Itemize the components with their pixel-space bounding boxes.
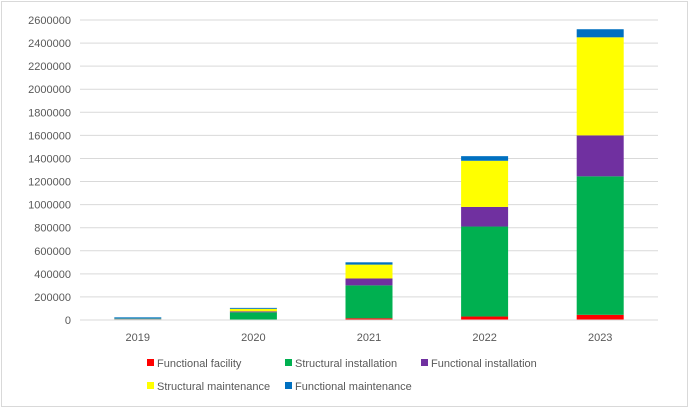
x-tick-label: 2022 — [472, 332, 496, 344]
bar-segment — [345, 318, 393, 320]
legend-swatch — [285, 359, 292, 366]
x-tick-label: 2020 — [241, 332, 265, 344]
y-tick-label: 600000 — [34, 246, 71, 258]
bars — [114, 29, 624, 320]
legend-item: Functional facility — [147, 358, 242, 370]
legend-swatch — [147, 382, 154, 389]
bar-segment — [114, 317, 162, 319]
bar-segment — [576, 29, 624, 38]
y-tick-label: 200000 — [34, 292, 71, 304]
bar-segment — [345, 285, 393, 319]
legend-swatch — [147, 359, 154, 366]
y-tick-label: 0 — [65, 315, 71, 327]
bar-segment — [461, 316, 509, 320]
legend-item: Structural maintenance — [147, 381, 270, 393]
x-axis-ticks: 2019 2020 2021 2022 2023 — [126, 332, 613, 344]
bar-segment — [229, 311, 277, 313]
legend-label: Structural installation — [295, 358, 397, 370]
legend-swatch — [285, 382, 292, 389]
y-tick-label: 800000 — [34, 223, 71, 235]
y-tick-label: 1800000 — [28, 107, 71, 119]
legend-label: Functional maintenance — [295, 381, 412, 393]
legend-label: Functional facility — [157, 358, 242, 370]
bar-segment — [345, 262, 393, 265]
y-tick-label: 2400000 — [28, 38, 71, 50]
legend-swatch — [421, 359, 428, 366]
bar-segment — [345, 278, 393, 286]
bar-segment — [345, 264, 393, 279]
y-tick-label: 1000000 — [28, 200, 71, 212]
bar-segment — [229, 312, 277, 320]
bar-segment — [461, 160, 509, 207]
y-tick-label: 1400000 — [28, 153, 71, 165]
bar-segment — [576, 37, 624, 136]
bar-segment — [576, 314, 624, 320]
legend-label: Structural maintenance — [157, 381, 270, 393]
x-tick-label: 2019 — [126, 332, 150, 344]
x-tick-label: 2021 — [357, 332, 381, 344]
bar-segment — [576, 135, 624, 177]
legend: Functional facility Structural installati… — [147, 358, 537, 393]
legend-item: Functional installation — [421, 358, 537, 370]
legend-label: Functional installation — [431, 358, 537, 370]
x-tick-label: 2023 — [588, 332, 612, 344]
bar-segment — [229, 307, 277, 309]
bar-segment — [461, 206, 509, 227]
y-tick-label: 1200000 — [28, 177, 71, 189]
y-tick-label: 400000 — [34, 269, 71, 281]
gridlines — [80, 19, 658, 298]
legend-item: Functional maintenance — [285, 381, 412, 393]
y-tick-label: 2000000 — [28, 84, 71, 96]
bar-segment — [461, 226, 509, 317]
y-tick-label: 2600000 — [28, 15, 71, 27]
y-axis-ticks: 0 200000 400000 600000 800000 1000000 1200000 1… — [28, 15, 71, 327]
y-tick-label: 1600000 — [28, 130, 71, 142]
y-tick-label: 2200000 — [28, 61, 71, 73]
bar-segment — [576, 176, 624, 315]
legend-item: Structural installation — [285, 358, 397, 370]
bar-segment — [229, 308, 277, 312]
bar-segment — [461, 156, 509, 161]
